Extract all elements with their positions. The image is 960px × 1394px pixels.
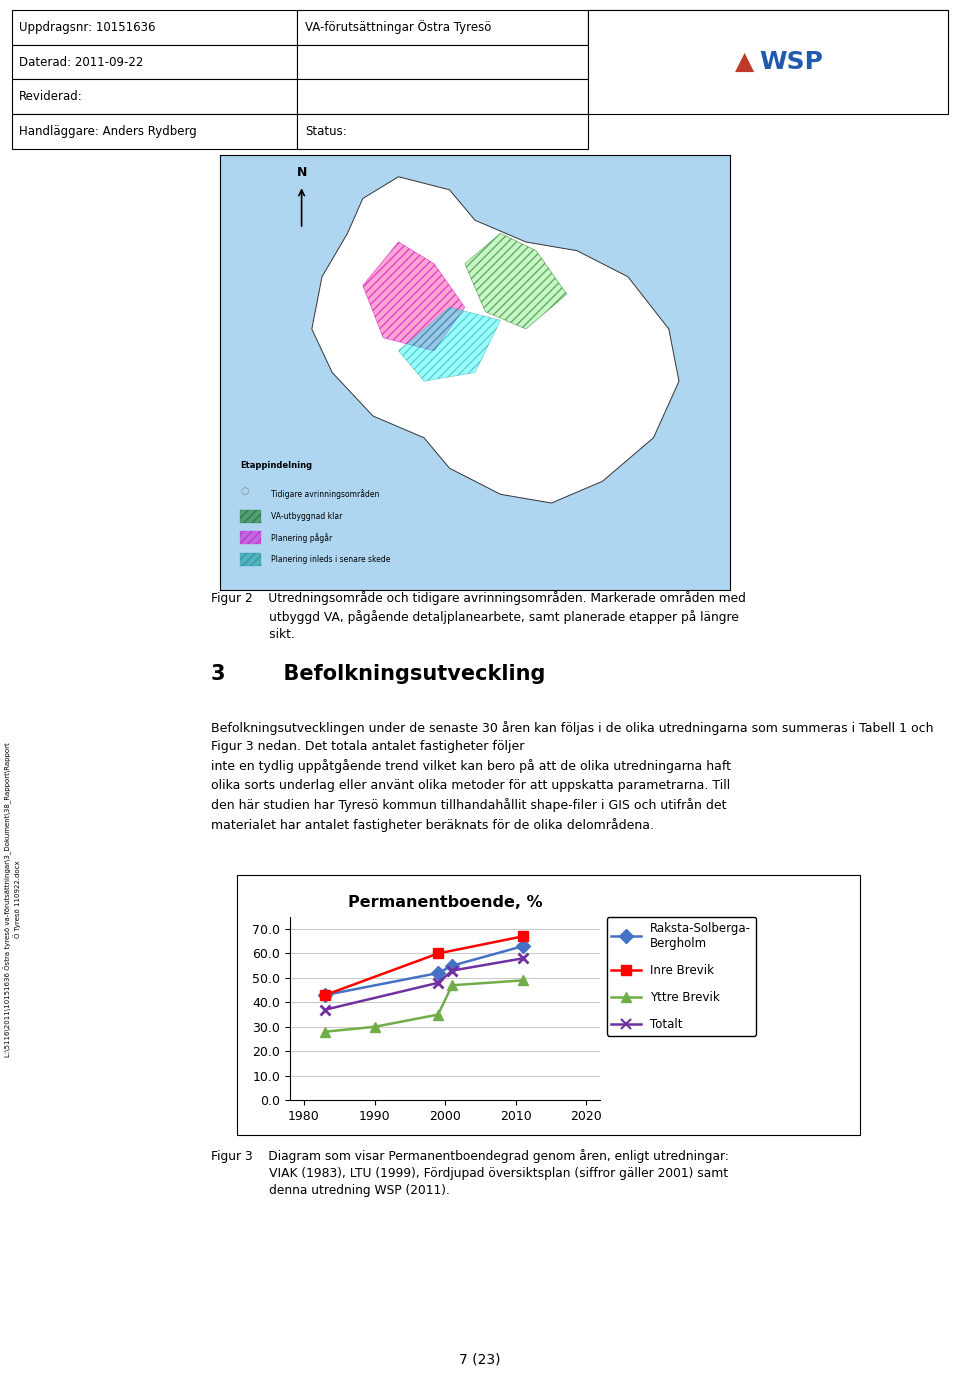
Text: VA-förutsättningar Östra Tyresö: VA-förutsättningar Östra Tyresö bbox=[304, 20, 492, 35]
Bar bbox=[298, 10, 588, 45]
Text: Status:: Status: bbox=[304, 125, 347, 138]
Text: Figur 3    Diagram som visar Permanentboendegrad genom åren, enligt utredningar:: Figur 3 Diagram som visar Permanentboend… bbox=[211, 1150, 729, 1197]
Polygon shape bbox=[398, 307, 500, 381]
Inre Brevik bbox=[517, 928, 529, 945]
Text: Planering inleds i senare skede: Planering inleds i senare skede bbox=[271, 555, 391, 565]
Text: Handläggare: Anders Rydberg: Handläggare: Anders Rydberg bbox=[19, 125, 197, 138]
Line: Yttre Brevik: Yttre Brevik bbox=[321, 976, 528, 1037]
Inre Brevik bbox=[320, 987, 331, 1004]
Text: Uppdragsnr: 10151636: Uppdragsnr: 10151636 bbox=[19, 21, 156, 33]
Text: Planering pågår: Planering pågår bbox=[271, 533, 332, 542]
Bar bbox=[588, 10, 948, 45]
Totalt bbox=[517, 949, 529, 966]
Bar bbox=[12, 10, 298, 45]
Raksta-Solberga-
Bergholm bbox=[517, 938, 529, 955]
Yttre Brevik bbox=[320, 1023, 331, 1040]
Text: ○: ○ bbox=[240, 487, 249, 496]
Polygon shape bbox=[465, 233, 566, 329]
Text: Daterad: 2011-09-22: Daterad: 2011-09-22 bbox=[19, 56, 143, 68]
Yttre Brevik bbox=[369, 1019, 380, 1036]
Bar bbox=[12, 79, 298, 114]
Bar bbox=[240, 553, 261, 566]
Totalt bbox=[320, 1001, 331, 1018]
Bar bbox=[240, 510, 261, 523]
Raksta-Solberga-
Bergholm bbox=[320, 987, 331, 1004]
Title: Permanentboende, %: Permanentboende, % bbox=[348, 895, 542, 910]
Totalt bbox=[432, 974, 444, 991]
Bar bbox=[12, 45, 298, 79]
Polygon shape bbox=[220, 155, 730, 590]
Bar bbox=[298, 79, 588, 114]
Bar bbox=[240, 531, 261, 544]
Raksta-Solberga-
Bergholm bbox=[432, 965, 444, 981]
Text: Tidigare avrinningsområden: Tidigare avrinningsområden bbox=[271, 489, 379, 499]
Text: VA-utbyggnad klar: VA-utbyggnad klar bbox=[271, 512, 343, 520]
Text: 7 (23): 7 (23) bbox=[459, 1352, 501, 1368]
Line: Inre Brevik: Inre Brevik bbox=[321, 931, 528, 999]
Polygon shape bbox=[363, 243, 465, 351]
Raksta-Solberga-
Bergholm bbox=[446, 958, 458, 974]
Text: N: N bbox=[297, 166, 307, 178]
Bar bbox=[12, 114, 298, 149]
Polygon shape bbox=[312, 177, 679, 503]
Text: Reviderad:: Reviderad: bbox=[19, 91, 83, 103]
Text: 3        Befolkningsutveckling: 3 Befolkningsutveckling bbox=[211, 664, 545, 684]
Legend: Raksta-Solberga-
Bergholm, Inre Brevik, Yttre Brevik, Totalt: Raksta-Solberga- Bergholm, Inre Brevik, … bbox=[607, 917, 756, 1036]
Text: Befolkningsutvecklingen under de senaste 30 åren kan följas i de olika utredning: Befolkningsutvecklingen under de senaste… bbox=[211, 721, 934, 832]
Bar bbox=[298, 114, 588, 149]
Totalt bbox=[446, 962, 458, 979]
Bar bbox=[588, 10, 948, 114]
Bar bbox=[298, 45, 588, 79]
Yttre Brevik bbox=[446, 977, 458, 994]
Inre Brevik bbox=[432, 945, 444, 962]
Yttre Brevik bbox=[432, 1006, 444, 1023]
Text: Etappindelning: Etappindelning bbox=[240, 461, 313, 470]
Line: Totalt: Totalt bbox=[321, 953, 528, 1015]
Text: WSP: WSP bbox=[759, 50, 824, 74]
Line: Raksta-Solberga-
Bergholm: Raksta-Solberga- Bergholm bbox=[321, 941, 528, 999]
Text: Figur 2    Utredningsområde och tidigare avrinningsområden. Markerade områden me: Figur 2 Utredningsområde och tidigare av… bbox=[211, 591, 746, 641]
Yttre Brevik bbox=[517, 972, 529, 988]
Text: ▲: ▲ bbox=[735, 50, 755, 74]
Text: L:\5116\2011\10151636 Östra tyresö va-förutsättningar\3_Dokument\38_Rapport\Rapp: L:\5116\2011\10151636 Östra tyresö va-fö… bbox=[3, 742, 21, 1057]
